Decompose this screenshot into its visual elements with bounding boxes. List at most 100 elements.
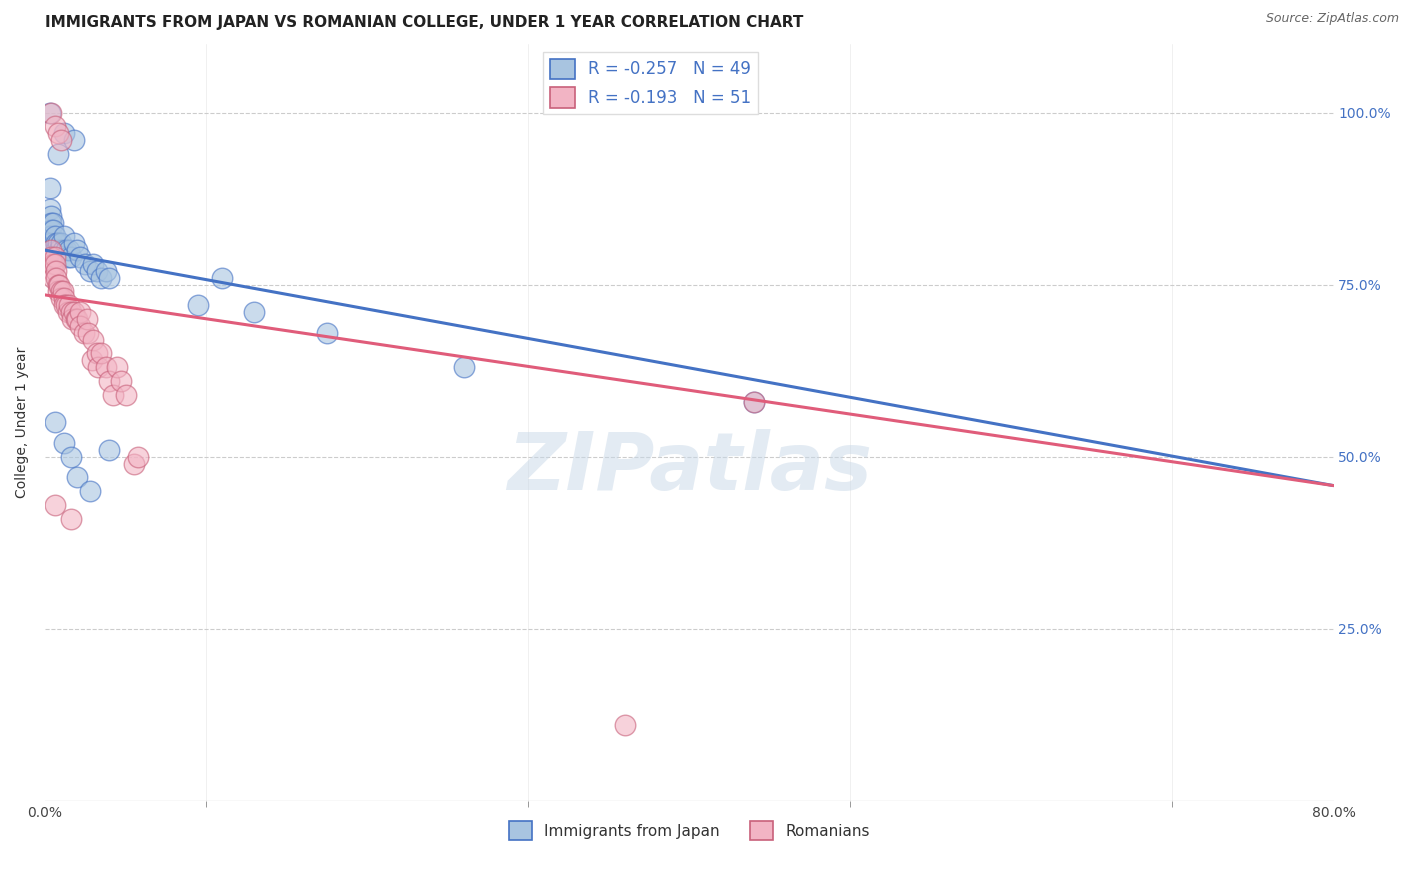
Text: ZIPatlas: ZIPatlas xyxy=(506,429,872,507)
Point xyxy=(49,285,72,299)
Point xyxy=(742,394,765,409)
Point xyxy=(98,270,121,285)
Point xyxy=(56,305,79,319)
Point xyxy=(48,243,70,257)
Point xyxy=(46,277,69,292)
Point xyxy=(127,450,149,464)
Point xyxy=(55,298,77,312)
Point xyxy=(59,250,82,264)
Point xyxy=(79,264,101,278)
Point xyxy=(86,264,108,278)
Point xyxy=(86,346,108,360)
Point xyxy=(44,498,66,512)
Point xyxy=(49,133,72,147)
Point xyxy=(56,250,79,264)
Point xyxy=(42,264,65,278)
Point xyxy=(53,436,76,450)
Point xyxy=(53,126,76,140)
Point xyxy=(90,270,112,285)
Point xyxy=(77,326,100,340)
Point xyxy=(187,298,209,312)
Point xyxy=(453,360,475,375)
Point xyxy=(48,277,70,292)
Point xyxy=(59,305,82,319)
Point xyxy=(38,202,60,216)
Point xyxy=(46,285,69,299)
Point xyxy=(82,257,104,271)
Point xyxy=(41,250,63,264)
Point xyxy=(49,291,72,305)
Point xyxy=(66,312,89,326)
Point xyxy=(46,146,69,161)
Point xyxy=(107,360,129,375)
Point xyxy=(45,236,67,251)
Point xyxy=(41,229,63,244)
Point xyxy=(96,360,118,375)
Point xyxy=(41,105,63,120)
Point xyxy=(46,126,69,140)
Point xyxy=(38,181,60,195)
Point xyxy=(52,285,75,299)
Point xyxy=(58,243,80,257)
Point xyxy=(98,374,121,388)
Point xyxy=(45,270,67,285)
Y-axis label: College, Under 1 year: College, Under 1 year xyxy=(15,347,30,498)
Point xyxy=(52,243,75,257)
Point xyxy=(63,133,86,147)
Point xyxy=(66,470,89,484)
Text: IMMIGRANTS FROM JAPAN VS ROMANIAN COLLEGE, UNDER 1 YEAR CORRELATION CHART: IMMIGRANTS FROM JAPAN VS ROMANIAN COLLEG… xyxy=(45,15,803,30)
Point xyxy=(101,388,124,402)
Text: Source: ZipAtlas.com: Source: ZipAtlas.com xyxy=(1265,12,1399,25)
Point xyxy=(69,305,91,319)
Point xyxy=(42,216,65,230)
Point xyxy=(59,450,82,464)
Point xyxy=(53,298,76,312)
Point xyxy=(42,222,65,236)
Point xyxy=(315,326,337,340)
Point xyxy=(42,257,65,271)
Point xyxy=(46,236,69,251)
Point xyxy=(122,457,145,471)
Point xyxy=(80,353,103,368)
Legend: Immigrants from Japan, Romanians: Immigrants from Japan, Romanians xyxy=(503,815,876,847)
Point xyxy=(60,312,83,326)
Point xyxy=(72,326,94,340)
Point xyxy=(65,312,87,326)
Point xyxy=(75,257,97,271)
Point xyxy=(98,442,121,457)
Point xyxy=(49,236,72,251)
Point xyxy=(42,270,65,285)
Point xyxy=(742,394,765,409)
Point xyxy=(66,243,89,257)
Point xyxy=(58,298,80,312)
Point xyxy=(45,264,67,278)
Point xyxy=(69,250,91,264)
Point xyxy=(41,209,63,223)
Point xyxy=(53,229,76,244)
Point xyxy=(63,236,86,251)
Point xyxy=(243,305,266,319)
Point xyxy=(114,388,136,402)
Point xyxy=(59,511,82,525)
Point xyxy=(87,360,110,375)
Point xyxy=(41,243,63,257)
Point xyxy=(38,105,60,120)
Point xyxy=(69,318,91,333)
Point xyxy=(53,291,76,305)
Point xyxy=(44,120,66,134)
Point xyxy=(90,346,112,360)
Point xyxy=(96,264,118,278)
Point xyxy=(110,374,132,388)
Point xyxy=(211,270,233,285)
Point xyxy=(38,243,60,257)
Point xyxy=(44,415,66,429)
Point xyxy=(44,257,66,271)
Point xyxy=(613,718,636,732)
Point xyxy=(41,236,63,251)
Point xyxy=(76,312,98,326)
Point xyxy=(38,229,60,244)
Point xyxy=(82,333,104,347)
Point xyxy=(55,243,77,257)
Point xyxy=(44,250,66,264)
Point xyxy=(41,216,63,230)
